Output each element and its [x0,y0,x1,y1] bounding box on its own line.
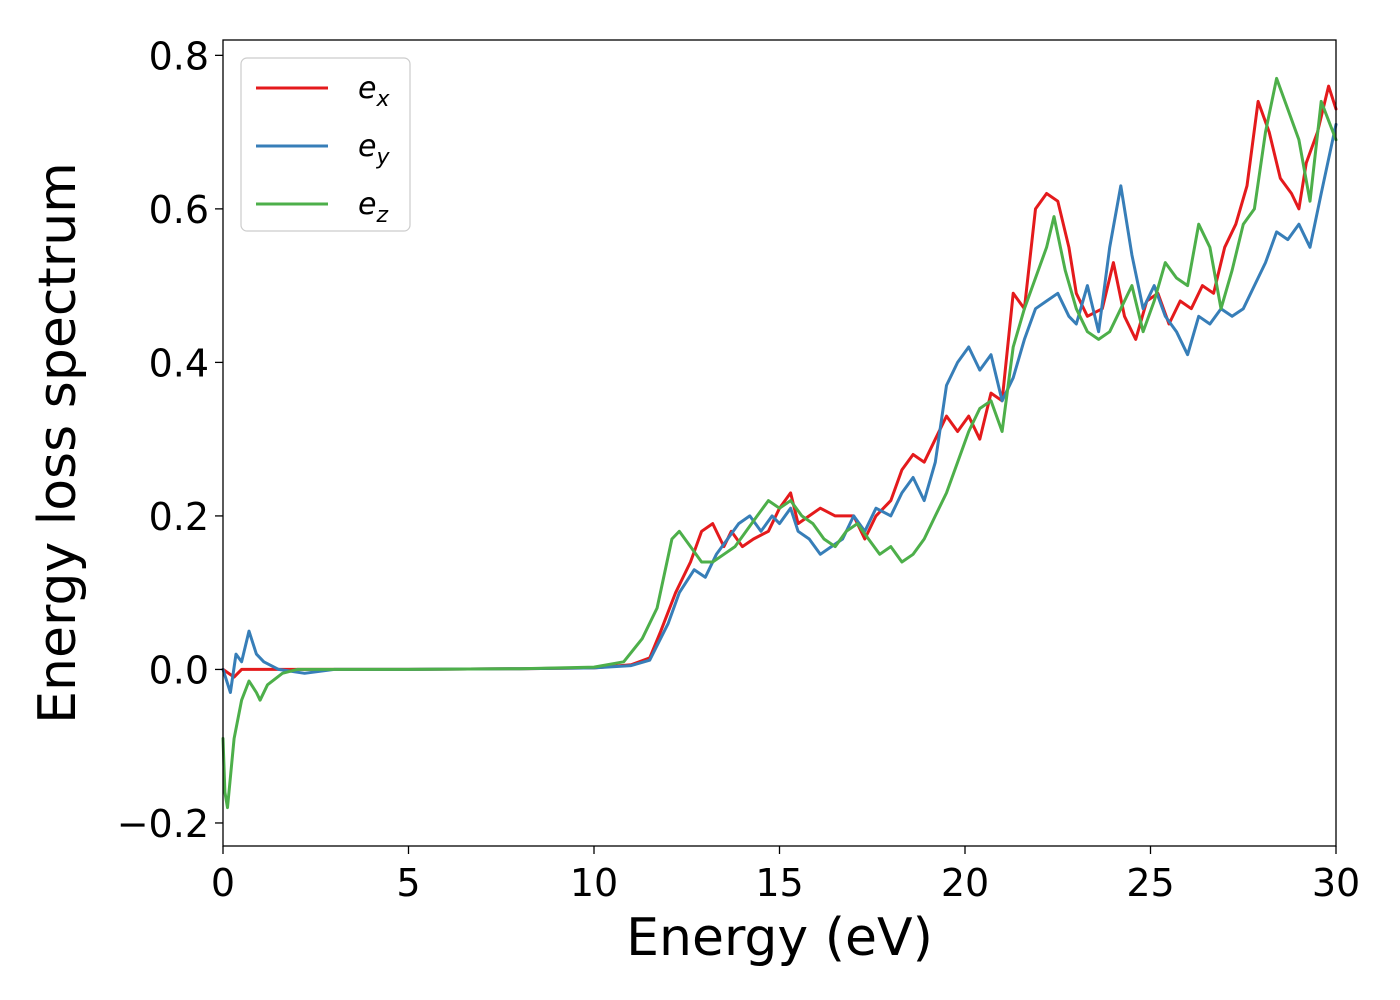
y-tick-label: 0.6 [149,188,209,232]
legend: ex ey ez [240,57,411,232]
x-tick-label: 0 [211,861,235,905]
x-tick-label: 25 [1126,861,1174,905]
y-tick-label: 0.8 [149,34,209,78]
y-tick-label: 0.2 [149,495,209,539]
y-tick-label: 0.0 [149,648,209,692]
legend-label-y: ey [358,129,390,170]
legend-label-z: ez [358,187,388,228]
series-line-z [221,76,1338,810]
x-axis: 0 5 10 15 20 25 30 [211,846,1360,905]
y-axis: −0.2 0.0 0.2 0.4 0.6 0.8 [117,34,223,846]
series-line-y [221,122,1338,694]
y-tick-label: −0.2 [117,802,209,846]
series-line-x [221,84,1338,679]
x-tick-label: 20 [941,861,989,905]
y-axis-label: Energy loss spectrum [28,162,88,724]
x-tick-label: 15 [755,861,803,905]
series-layer [221,76,1338,810]
x-tick-label: 30 [1312,861,1360,905]
x-tick-label: 10 [570,861,618,905]
x-tick-label: 5 [396,861,420,905]
y-tick-label: 0.4 [149,341,209,385]
legend-label-x: ex [358,71,390,112]
x-axis-label: Energy (eV) [626,908,933,968]
